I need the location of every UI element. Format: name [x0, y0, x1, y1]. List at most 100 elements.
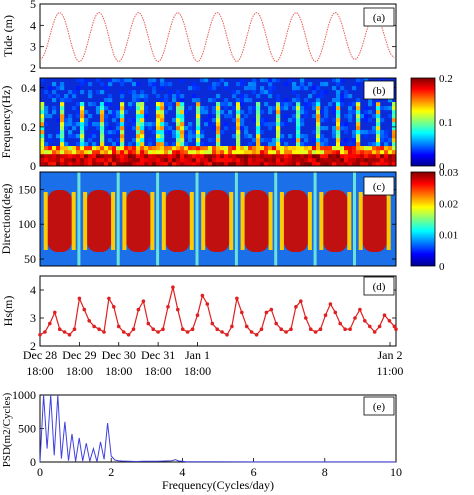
panel-b-heatmap-cell — [212, 86, 217, 91]
panel-b-heatmap-cell — [100, 110, 105, 115]
panel-b-heatmap-cell — [316, 106, 321, 111]
panel-b-heatmap-cell — [292, 146, 297, 151]
panel-b-heatmap-cell — [388, 158, 393, 163]
panel-b-heatmap-cell — [268, 86, 273, 91]
panel-b-heatmap-cell — [296, 114, 301, 119]
panel-b-heatmap-cell — [204, 150, 209, 155]
panel-b-heatmap-cell — [288, 150, 293, 155]
panel-b-heatmap-cell — [84, 158, 89, 163]
panel-b-heatmap-cell — [164, 154, 169, 159]
panel-b-heatmap-cell — [384, 130, 389, 135]
panel-b-heatmap-cell — [160, 130, 165, 135]
panel-b-heatmap-cell — [124, 150, 129, 155]
panel-b-heatmap-cell — [340, 126, 345, 131]
panel-b-heatmap-cell — [112, 118, 117, 123]
panel-c-heatmap-edge — [347, 192, 352, 250]
panel-b-heatmap-cell — [316, 114, 321, 119]
panel-b-heatmap-cell — [268, 94, 273, 99]
panel-b-heatmap-cell — [344, 126, 349, 131]
panel-b-heatmap-cell — [316, 118, 321, 123]
panel-b-heatmap-cell — [52, 146, 57, 151]
panel-b-heatmap-cell — [168, 90, 173, 95]
panel-b-heatmap-cell — [276, 78, 281, 83]
panel-b-heatmap-cell — [388, 154, 393, 159]
panel-b-heatmap-cell — [140, 158, 145, 163]
panel-b-heatmap-cell — [300, 158, 305, 163]
panel-b-heatmap-cell — [320, 110, 325, 115]
panel-b-heatmap-cell — [196, 158, 201, 163]
panel-b-heatmap-cell — [132, 102, 137, 107]
panel-b-heatmap-cell — [284, 102, 289, 107]
panel-b-heatmap-cell — [56, 134, 61, 139]
panel-b-heatmap-cell — [252, 154, 257, 159]
panel-b-heatmap-cell — [348, 154, 353, 159]
panel-b-heatmap-cell — [392, 102, 397, 107]
panel-b-heatmap-cell — [324, 162, 329, 167]
panel-b-heatmap-cell — [344, 154, 349, 159]
panel-b-heatmap-cell — [212, 154, 217, 159]
panel-b-heatmap-cell — [176, 146, 181, 151]
panel-b-heatmap-cell — [388, 138, 393, 143]
panel-b-heatmap-cell — [148, 126, 153, 131]
panel-a-y-tick-label: 5 — [30, 0, 36, 11]
panel-b-heatmap-cell — [116, 78, 121, 83]
panel-b-heatmap-cell — [68, 162, 73, 167]
panel-b-heatmap-cell — [88, 114, 93, 119]
panel-b-heatmap-cell — [272, 86, 277, 91]
panel-b-heatmap-cell — [76, 114, 81, 119]
panel-c-y-tick-label: 100 — [18, 217, 36, 231]
panel-b-heatmap-cell — [360, 146, 365, 151]
panel-b-heatmap-cell — [316, 126, 321, 131]
panel-b-heatmap-cell — [88, 138, 93, 143]
panel-b-heatmap-cell — [340, 142, 345, 147]
panel-b-heatmap-cell — [108, 158, 113, 163]
panel-b-y-tick-label: 0 — [30, 159, 36, 173]
panel-b-heatmap-cell — [144, 154, 149, 159]
panel-b-heatmap-cell — [336, 154, 341, 159]
panel-c-colorbar-tick-label: 0.02 — [439, 198, 458, 210]
panel-b-heatmap-cell — [260, 162, 265, 167]
panel-b-heatmap-cell — [120, 114, 125, 119]
panel-b-heatmap-cell — [136, 102, 141, 107]
panel-a-y-tick-label: 4 — [30, 18, 36, 32]
panel-b-heatmap-cell — [268, 126, 273, 131]
panel-b-heatmap-cell — [152, 158, 157, 163]
panel-b-heatmap-cell — [212, 98, 217, 103]
panel-c-heatmap-edge — [83, 192, 88, 250]
panel-b-heatmap-cell — [224, 106, 229, 111]
panel-b-heatmap-cell — [392, 122, 397, 127]
panel-c-heatmap-edge — [307, 192, 312, 250]
panel-b-heatmap-cell — [364, 130, 369, 135]
panel-b-heatmap-cell — [232, 90, 237, 95]
panel-b-heatmap-cell — [84, 110, 89, 115]
panel-b-heatmap-cell — [380, 162, 385, 167]
panel-c-heatmap-edge — [358, 192, 363, 250]
panel-b-heatmap-cell — [192, 150, 197, 155]
panel-b-heatmap-cell — [360, 130, 365, 135]
panel-b-heatmap-cell — [252, 106, 257, 111]
panel-b-y-ticks: 0 0.2 0.4 — [21, 81, 396, 173]
panel-b-heatmap-cell — [364, 146, 369, 151]
panel-b-heatmap-cell — [316, 122, 321, 127]
panel-b-heatmap-cell — [92, 102, 97, 107]
panel-b-heatmap-cell — [192, 154, 197, 159]
panel-b-heatmap-cell — [128, 102, 133, 107]
panel-b-heatmap-cell — [380, 154, 385, 159]
panel-b-heatmap-cell — [100, 122, 105, 127]
panel-b-heatmap-cell — [48, 150, 53, 155]
hs-data-point — [220, 330, 224, 334]
panel-b-heatmap-cell — [76, 150, 81, 155]
panel-b-heatmap-cell — [220, 130, 225, 135]
panel-b-heatmap-cell — [292, 162, 297, 167]
panel-b-heatmap-cell — [316, 134, 321, 139]
panel-b-heatmap-cell — [100, 142, 105, 147]
panel-b-heatmap-cell — [276, 154, 281, 159]
panel-b-heatmap-cell — [220, 146, 225, 151]
panel-b-heatmap-cell — [216, 158, 221, 163]
panel-b-heatmap-cell — [68, 122, 73, 127]
panel-b-heatmap-cell — [140, 150, 145, 155]
panel-b-heatmap-cell — [156, 146, 161, 151]
hs-data-point — [363, 319, 367, 323]
panel-b-heatmap-cell — [84, 122, 89, 127]
panel-e-ylabel: PSD(m2/Cycles) — [1, 392, 13, 467]
